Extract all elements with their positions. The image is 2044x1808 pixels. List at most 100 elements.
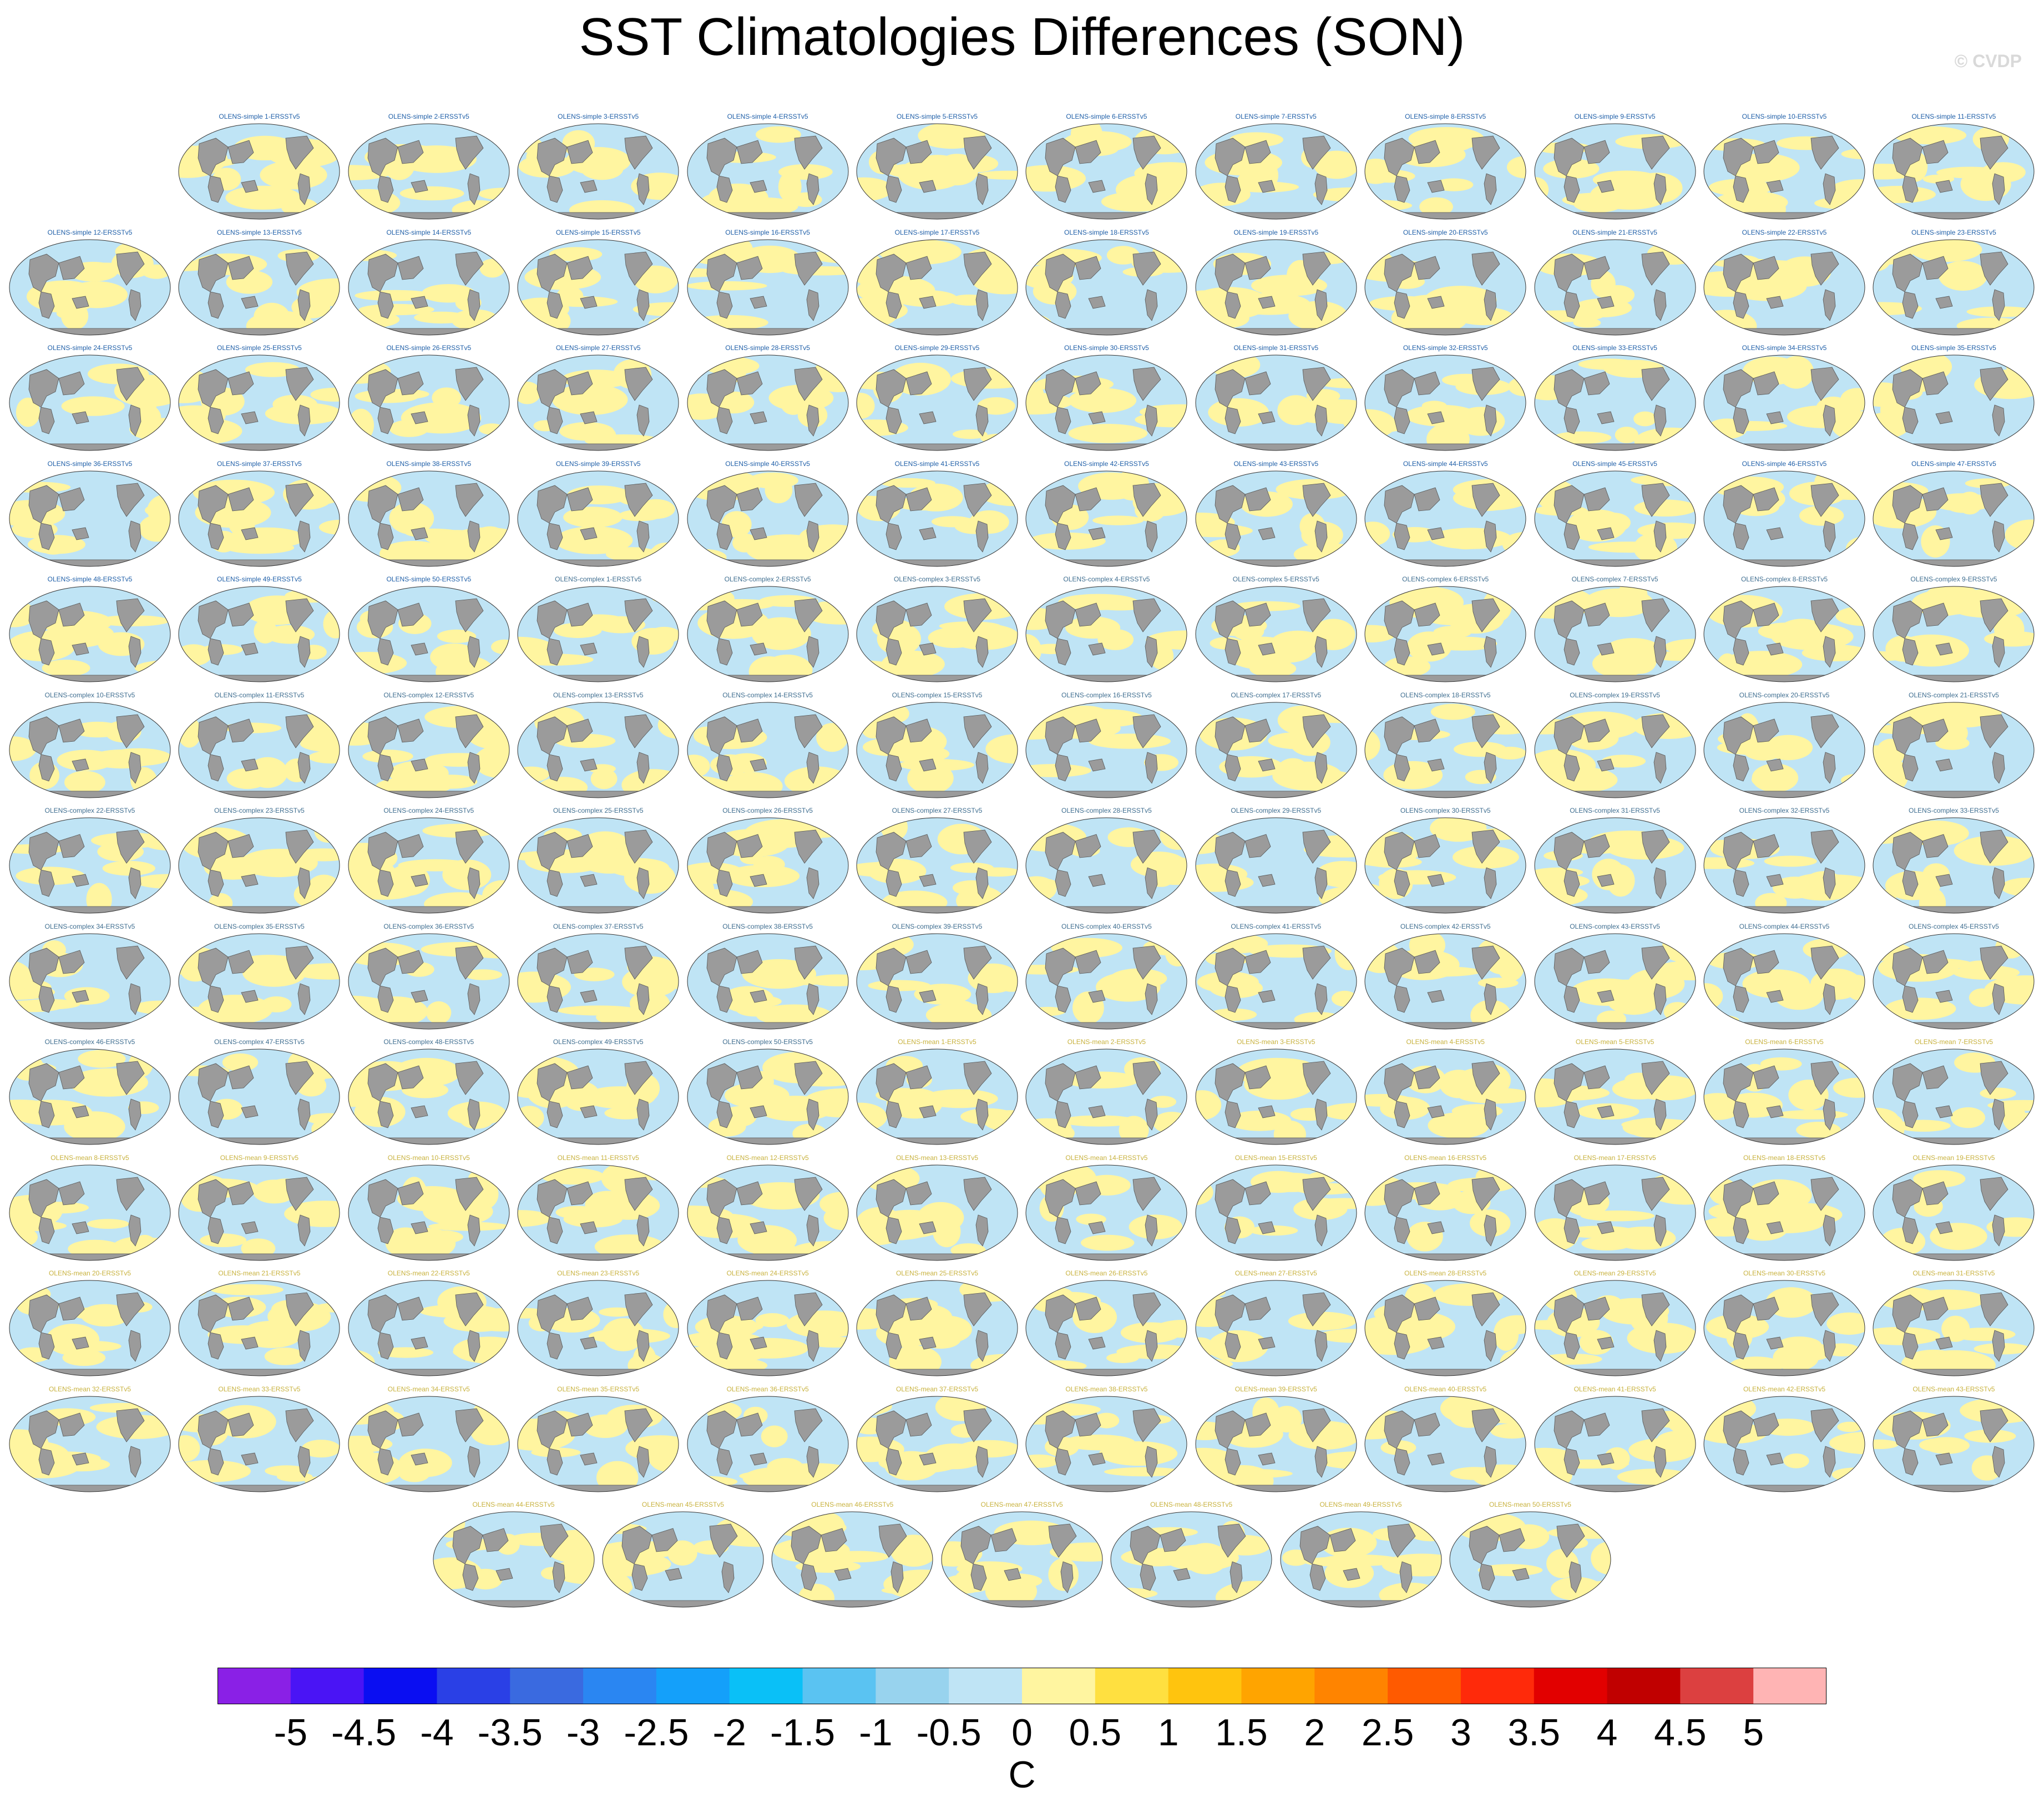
panel-title: OLENS-mean 6-ERSSTv5: [1745, 1038, 1824, 1046]
panel-title: OLENS-mean 1-ERSSTv5: [898, 1038, 977, 1046]
map-panel: OLENS-mean 37-ERSSTv5: [855, 1385, 1019, 1494]
colorbar-segment: [656, 1668, 730, 1704]
panel-title: OLENS-complex 12-ERSSTv5: [383, 691, 474, 699]
map-panel: OLENS-complex 46-ERSSTv5: [8, 1038, 172, 1147]
map-panel: OLENS-mean 41-ERSSTv5: [1533, 1385, 1697, 1494]
map-panel: OLENS-mean 30-ERSSTv5: [1702, 1269, 1866, 1378]
map-panel: OLENS-simple 38-ERSSTv5: [347, 460, 511, 569]
world-map: [1873, 1164, 2035, 1260]
world-map: [433, 1511, 594, 1608]
world-map: [9, 239, 171, 335]
panel-title: OLENS-simple 10-ERSSTv5: [1742, 113, 1827, 120]
world-map: [517, 702, 679, 798]
panel-title: OLENS-simple 15-ERSSTv5: [555, 228, 641, 236]
map-panel: OLENS-complex 8-ERSSTv5: [1702, 575, 1866, 684]
panel-title: OLENS-complex 17-ERSSTv5: [1231, 691, 1322, 699]
map-panel: OLENS-simple 48-ERSSTv5: [8, 575, 172, 684]
panel-title: OLENS-complex 13-ERSSTv5: [553, 691, 644, 699]
world-map: [1364, 239, 1526, 335]
world-map: [517, 1280, 679, 1376]
panel-title: OLENS-simple 47-ERSSTv5: [1911, 459, 1996, 468]
world-map: [1025, 1164, 1187, 1260]
panel-title: OLENS-complex 42-ERSSTv5: [1400, 922, 1491, 930]
panel-title: OLENS-mean 10-ERSSTv5: [387, 1153, 470, 1162]
panel-title: OLENS-simple 14-ERSSTv5: [386, 228, 472, 236]
world-map: [1025, 354, 1187, 451]
map-panel: OLENS-complex 25-ERSSTv5: [516, 807, 680, 915]
map-panel: OLENS-simple 34-ERSSTv5: [1702, 344, 1866, 453]
panel-title: OLENS-complex 34-ERSSTv5: [44, 922, 135, 930]
map-panel: OLENS-simple 14-ERSSTv5: [347, 229, 511, 337]
world-map: [1534, 1280, 1696, 1376]
panel-title: OLENS-simple 33-ERSSTv5: [1572, 344, 1657, 352]
chart-title: SST Climatologies Differences (SON): [579, 7, 1465, 67]
panel-title: OLENS-complex 27-ERSSTv5: [892, 807, 983, 814]
map-panel: OLENS-complex 18-ERSSTv5: [1363, 691, 1527, 800]
panel-title: OLENS-mean 34-ERSSTv5: [387, 1385, 470, 1393]
panel-title: OLENS-simple 40-ERSSTv5: [725, 459, 810, 468]
panel-title: OLENS-mean 16-ERSSTv5: [1404, 1153, 1487, 1162]
map-panel: OLENS-complex 6-ERSSTv5: [1363, 575, 1527, 684]
panel-title: OLENS-mean 24-ERSSTv5: [726, 1269, 809, 1277]
colorbar-segment: [1095, 1668, 1169, 1704]
world-map: [1703, 1396, 1865, 1492]
panel-title: OLENS-mean 41-ERSSTv5: [1574, 1385, 1656, 1393]
panel-title: OLENS-simple 36-ERSSTv5: [47, 459, 133, 468]
world-map: [856, 702, 1018, 798]
panel-title: OLENS-simple 30-ERSSTv5: [1064, 344, 1149, 352]
map-panel: OLENS-simple 41-ERSSTv5: [855, 460, 1019, 569]
colorbar-segment: [583, 1668, 657, 1704]
map-panel: OLENS-mean 43-ERSSTv5: [1871, 1385, 2036, 1494]
panel-title: OLENS-mean 7-ERSSTv5: [1914, 1038, 1994, 1046]
world-map: [348, 1280, 510, 1376]
map-panel: OLENS-mean 40-ERSSTv5: [1363, 1385, 1527, 1494]
panel-title: OLENS-complex 32-ERSSTv5: [1739, 807, 1830, 814]
map-panel: OLENS-complex 45-ERSSTv5: [1871, 923, 2036, 1031]
panel-title: OLENS-complex 15-ERSSTv5: [892, 691, 983, 699]
world-map: [1873, 123, 2035, 220]
world-map: [1195, 1049, 1357, 1145]
world-map: [856, 470, 1018, 566]
world-map: [856, 1049, 1018, 1145]
map-panel: OLENS-mean 2-ERSSTv5: [1024, 1038, 1188, 1147]
world-map: [1195, 354, 1357, 451]
world-map: [1873, 817, 2035, 914]
map-panel: OLENS-complex 39-ERSSTv5: [855, 923, 1019, 1031]
map-panel: OLENS-mean 32-ERSSTv5: [8, 1385, 172, 1494]
panel-title: OLENS-mean 35-ERSSTv5: [557, 1385, 640, 1393]
panel-title: OLENS-mean 50-ERSSTv5: [1489, 1501, 1571, 1508]
world-map: [1364, 933, 1526, 1029]
world-map: [1195, 1280, 1357, 1376]
world-map: [1703, 817, 1865, 914]
map-panel: OLENS-simple 8-ERSSTv5: [1363, 113, 1527, 221]
world-map: [687, 586, 849, 682]
map-panel: OLENS-mean 19-ERSSTv5: [1871, 1154, 2036, 1263]
colorbar-segment: [729, 1668, 803, 1704]
map-panel: OLENS-complex 31-ERSSTv5: [1533, 807, 1697, 915]
world-map: [9, 1396, 171, 1492]
world-map: [1364, 1280, 1526, 1376]
world-map: [1873, 470, 2035, 566]
panel-title: OLENS-simple 31-ERSSTv5: [1233, 344, 1319, 352]
world-map: [1873, 1396, 2035, 1492]
map-panel: OLENS-simple 25-ERSSTv5: [177, 344, 341, 453]
world-map: [1025, 1396, 1187, 1492]
panel-title: OLENS-mean 43-ERSSTv5: [1913, 1385, 1995, 1393]
world-map: [9, 1280, 171, 1376]
world-map: [1534, 470, 1696, 566]
colorbar-segment: [1534, 1668, 1608, 1704]
map-panel: OLENS-mean 22-ERSSTv5: [347, 1269, 511, 1378]
world-map: [9, 933, 171, 1029]
panel-title: OLENS-mean 27-ERSSTv5: [1235, 1269, 1317, 1277]
map-panel: OLENS-complex 19-ERSSTv5: [1533, 691, 1697, 800]
world-map: [1025, 586, 1187, 682]
world-map: [1195, 933, 1357, 1029]
panel-title: OLENS-mean 31-ERSSTv5: [1913, 1269, 1995, 1277]
world-map: [856, 817, 1018, 914]
panel-title: OLENS-simple 11-ERSSTv5: [1911, 113, 1996, 120]
world-map: [771, 1511, 933, 1608]
map-panel: OLENS-simple 2-ERSSTv5: [347, 113, 511, 221]
panel-title: OLENS-mean 45-ERSSTv5: [641, 1501, 724, 1508]
panel-title: OLENS-complex 49-ERSSTv5: [553, 1038, 644, 1046]
map-panel: OLENS-complex 33-ERSSTv5: [1871, 807, 2036, 915]
